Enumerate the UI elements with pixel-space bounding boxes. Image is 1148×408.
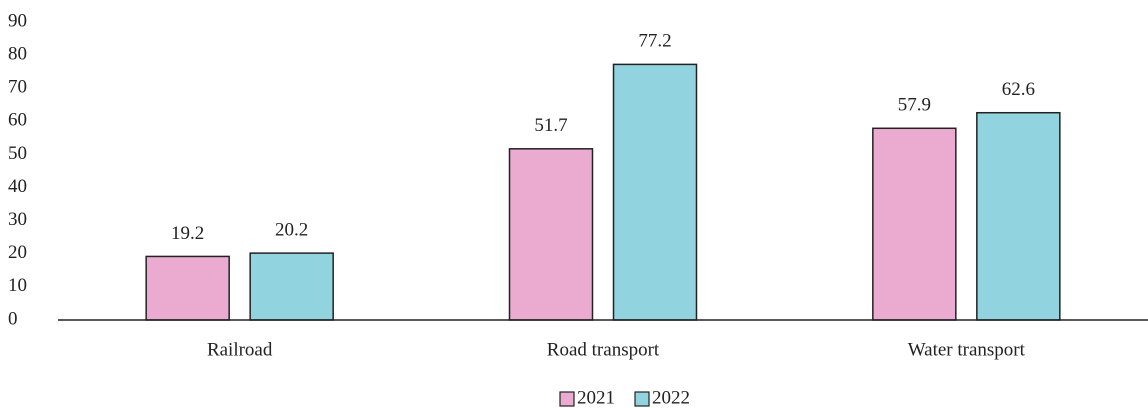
y-tick-label: 80 bbox=[8, 43, 27, 64]
bar bbox=[976, 111, 1061, 321]
y-tick-label: 40 bbox=[8, 176, 27, 197]
data-label: 51.7 bbox=[534, 115, 567, 136]
data-label: 62.6 bbox=[1002, 79, 1035, 100]
y-tick-label: 50 bbox=[8, 143, 27, 164]
data-label: 77.2 bbox=[638, 31, 671, 52]
y-tick-label: 90 bbox=[8, 10, 27, 31]
y-tick-label: 30 bbox=[8, 209, 27, 230]
x-tick-label: Road transport bbox=[547, 339, 660, 360]
x-tick-label: Railroad bbox=[207, 339, 273, 360]
legend-label: 2021 bbox=[577, 387, 615, 408]
y-tick-label: 70 bbox=[8, 77, 27, 98]
legend-label: 2022 bbox=[652, 387, 690, 408]
x-tick-label: Water transport bbox=[908, 339, 1026, 360]
legend-swatch bbox=[634, 391, 650, 407]
data-label: 19.2 bbox=[171, 223, 204, 244]
data-label: 20.2 bbox=[275, 219, 308, 240]
legend-swatch bbox=[559, 391, 575, 407]
y-tick-label: 60 bbox=[8, 110, 27, 131]
bar bbox=[508, 148, 594, 321]
y-tick-label: 0 bbox=[8, 308, 18, 329]
bar bbox=[145, 255, 230, 321]
bar bbox=[612, 63, 698, 321]
bar bbox=[872, 127, 957, 321]
bar bbox=[249, 252, 334, 321]
y-tick-label: 20 bbox=[8, 242, 27, 263]
y-tick-label: 10 bbox=[8, 275, 27, 296]
data-label: 57.9 bbox=[898, 95, 931, 116]
